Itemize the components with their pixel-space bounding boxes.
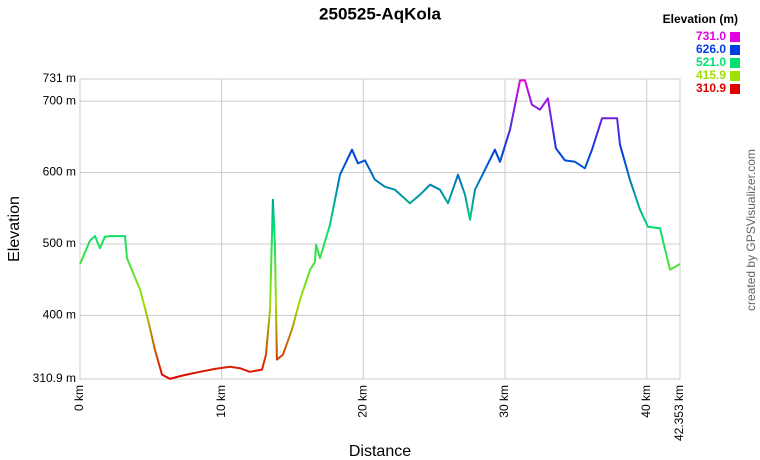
x-axis-label: Distance: [349, 443, 411, 460]
legend-title: Elevation (m): [663, 12, 738, 26]
y-tick-label: 400 m: [43, 308, 76, 322]
legend-swatch: [730, 84, 740, 94]
legend-label: 731.0: [696, 29, 726, 43]
legend-label: 415.9: [696, 68, 726, 82]
legend-swatch: [730, 58, 740, 68]
y-tick-label: 500 m: [43, 236, 76, 250]
y-tick-label: 700 m: [43, 93, 76, 107]
credit: created by GPSVisualizer.com: [744, 149, 758, 311]
y-tick-label: 310.9 m: [33, 371, 76, 385]
x-tick-label: 20 km: [356, 385, 370, 418]
elevation-line: [79, 79, 681, 380]
x-tick-label: 42.353 km: [672, 385, 686, 441]
legend-label: 521.0: [696, 55, 726, 69]
legend-label: 626.0: [696, 42, 726, 56]
x-tick-label: 0 km: [72, 385, 86, 411]
legend-label: 310.9: [696, 81, 726, 95]
legend-swatch: [730, 45, 740, 55]
x-tick-label: 30 km: [497, 385, 511, 418]
y-tick-label: 600 m: [43, 165, 76, 179]
chart-title: 250525-AqKola: [319, 4, 441, 23]
x-tick-label: 10 km: [214, 385, 228, 418]
y-axis-label: Elevation: [6, 196, 23, 262]
legend-swatch: [730, 32, 740, 42]
x-tick-label: 40 km: [639, 385, 653, 418]
y-tick-label: 731 m: [43, 71, 76, 85]
plot-area: [79, 78, 681, 380]
legend-swatch: [730, 71, 740, 81]
